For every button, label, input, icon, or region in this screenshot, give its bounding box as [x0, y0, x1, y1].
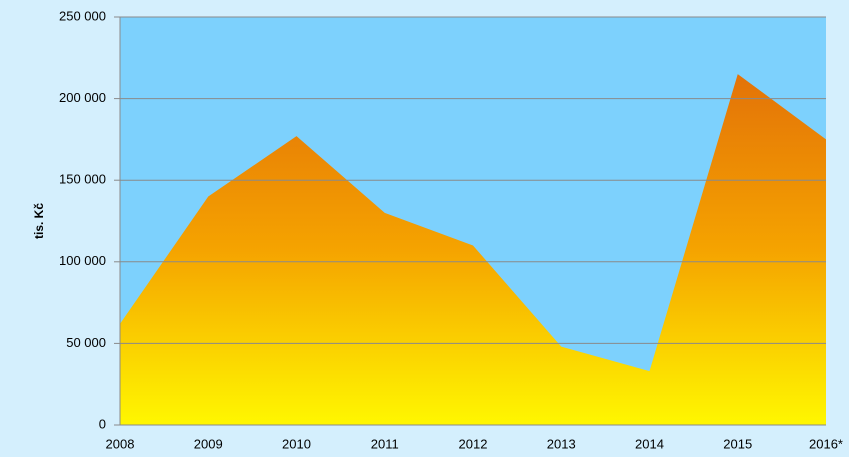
x-tick-label: 2014: [635, 436, 664, 451]
y-tick-label: 100 000: [59, 253, 106, 268]
x-tick-label: 2015: [723, 436, 752, 451]
x-tick-label: 2011: [371, 436, 399, 451]
y-tick-label: 150 000: [59, 172, 106, 187]
x-tick-label: 2013: [547, 436, 576, 451]
x-tick-label: 2008: [106, 436, 135, 451]
x-tick-label: 2016*: [809, 436, 843, 451]
x-tick-label: 2012: [459, 436, 488, 451]
area: [120, 74, 826, 426]
x-tick-label: 2010: [282, 436, 311, 451]
x-tick-label: 2009: [194, 436, 223, 451]
y-tick-label: 0: [99, 416, 106, 431]
y-tick-label: 50 000: [66, 335, 106, 350]
y-tick-label: 250 000: [59, 8, 106, 23]
y-axis-title: tis. Kč: [32, 203, 46, 239]
y-tick-label: 200 000: [59, 90, 106, 105]
